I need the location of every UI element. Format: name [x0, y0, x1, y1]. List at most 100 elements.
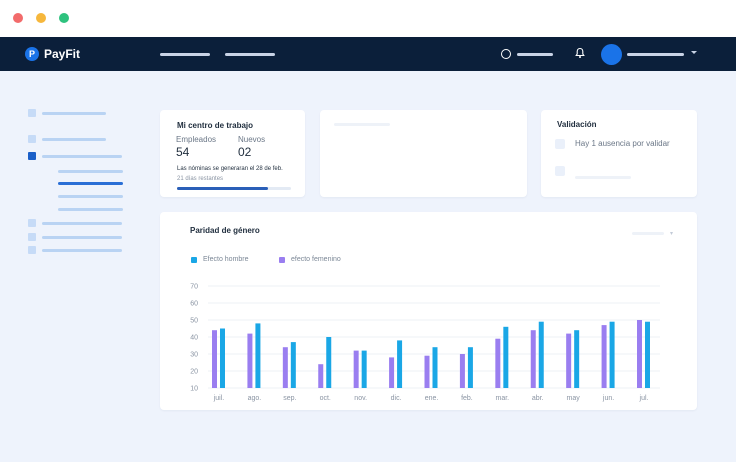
- bar-women[interactable]: [495, 338, 501, 388]
- status-text-placeholder: [517, 53, 553, 56]
- period-select-placeholder[interactable]: [632, 232, 664, 235]
- sidebar-item-2[interactable]: [42, 138, 106, 141]
- x-tick-label: sep.: [283, 395, 296, 402]
- x-tick-label: jun.: [602, 395, 614, 402]
- bar-men[interactable]: [645, 321, 650, 388]
- bar-women[interactable]: [247, 333, 253, 388]
- bar-men[interactable]: [255, 323, 261, 388]
- workplace-card: Mi centro de trabajo Empleados 54 Nuevos…: [160, 110, 305, 197]
- sidebar-item-icon: [28, 246, 36, 254]
- legend-men-swatch: [191, 257, 197, 263]
- bar-men[interactable]: [361, 350, 367, 388]
- bar-men[interactable]: [397, 340, 403, 388]
- bar-men[interactable]: [220, 328, 225, 389]
- bar-men[interactable]: [574, 330, 580, 388]
- bar-women[interactable]: [601, 325, 607, 388]
- sidebar-subitem-3[interactable]: [58, 195, 123, 198]
- x-tick-label: dic.: [391, 395, 402, 402]
- sidebar-item-icon: [28, 219, 36, 227]
- payroll-note: Las nóminas se generaran el 28 de feb.: [177, 166, 283, 172]
- x-tick-label: nov.: [354, 395, 367, 402]
- y-tick-label: 60: [190, 301, 198, 308]
- legend-women-swatch: [279, 257, 285, 263]
- placeholder-card: [320, 110, 527, 197]
- bar-men[interactable]: [326, 337, 332, 388]
- bar-men[interactable]: [609, 321, 615, 388]
- sidebar-item-1[interactable]: [42, 112, 106, 115]
- bar-women[interactable]: [459, 354, 465, 388]
- bar-women[interactable]: [530, 330, 536, 388]
- sidebar-subitem-1[interactable]: [58, 170, 123, 173]
- payroll-progress-bar: [177, 187, 291, 190]
- nav-link-1[interactable]: [160, 53, 210, 56]
- y-tick-label: 70: [190, 284, 198, 291]
- sidebar-item-icon: [28, 152, 36, 160]
- new-value: 02: [238, 145, 252, 159]
- x-tick-label: jul.: [639, 395, 649, 402]
- user-name-placeholder[interactable]: [627, 53, 684, 56]
- days-left: 21 días restantes: [177, 176, 224, 182]
- sidebar-subitem-4[interactable]: [58, 208, 123, 211]
- bar-women[interactable]: [424, 355, 430, 388]
- x-tick-label: may: [567, 395, 581, 402]
- x-tick-label: ago.: [248, 395, 262, 402]
- sidebar-item-icon: [28, 233, 36, 241]
- y-tick-label: 40: [190, 335, 198, 342]
- avatar[interactable]: [601, 44, 622, 65]
- gender-parity-chart: 10 20 30 40 50 60 70 juil. ago. sep. oct. nov. dic. e…: [190, 284, 660, 402]
- sidebar-item-6[interactable]: [42, 249, 122, 252]
- employees-label: Empleados: [176, 135, 217, 144]
- sidebar-item-3[interactable]: [42, 155, 122, 158]
- y-tick-label: 20: [190, 369, 198, 376]
- sidebar-item-icon: [28, 135, 36, 143]
- x-tick-label: mar.: [496, 395, 510, 402]
- chevron-down-icon[interactable]: [691, 51, 697, 54]
- bar-men[interactable]: [432, 347, 438, 388]
- minimize-window-button[interactable]: [36, 13, 46, 23]
- legend-women-label: efecto femenino: [291, 256, 341, 263]
- x-tick-label: ene.: [425, 395, 439, 402]
- placeholder-item: [575, 176, 631, 179]
- payroll-progress-fill: [177, 187, 269, 190]
- employees-value: 54: [176, 145, 190, 159]
- sidebar-item-5[interactable]: [42, 236, 122, 239]
- sidebar-subitem-active[interactable]: [58, 182, 123, 185]
- y-tick-label: 10: [190, 386, 198, 393]
- nav-link-2[interactable]: [225, 53, 275, 56]
- top-navigation: P PayFit: [0, 37, 736, 71]
- bar-women[interactable]: [212, 330, 217, 388]
- sidebar-item-4[interactable]: [42, 222, 122, 225]
- validation-title: Validación: [557, 120, 597, 129]
- x-tick-label: feb.: [461, 395, 473, 402]
- gender-parity-title: Paridad de género: [190, 226, 260, 235]
- bar-men[interactable]: [290, 342, 296, 388]
- checkbox-icon[interactable]: [555, 139, 565, 149]
- bar-women[interactable]: [389, 357, 395, 388]
- validation-card: Validación Hay 1 ausencia por validar: [541, 110, 697, 197]
- bell-icon[interactable]: [574, 47, 586, 59]
- bar-women[interactable]: [566, 333, 572, 388]
- bar-women[interactable]: [353, 350, 359, 388]
- x-tick-label: oct.: [320, 395, 331, 402]
- brand-name[interactable]: PayFit: [44, 47, 81, 61]
- bar-men[interactable]: [538, 321, 544, 388]
- bar-men[interactable]: [503, 326, 509, 388]
- bar-women[interactable]: [318, 364, 324, 388]
- chevron-down-icon[interactable]: ▾: [670, 231, 674, 237]
- status-circle-icon[interactable]: [501, 49, 511, 59]
- payfit-logo-icon[interactable]: P: [25, 47, 39, 61]
- bar-women[interactable]: [282, 347, 288, 388]
- y-tick-label: 30: [190, 352, 198, 359]
- y-tick-label: 50: [190, 318, 198, 325]
- close-window-button[interactable]: [13, 13, 23, 23]
- bar-women[interactable]: [637, 320, 642, 388]
- x-tick-label: abr.: [532, 395, 544, 402]
- new-label: Nuevos: [238, 135, 266, 144]
- bar-men[interactable]: [467, 347, 473, 388]
- pending-absence-item[interactable]: Hay 1 ausencia por validar: [575, 139, 670, 148]
- checkbox-icon[interactable]: [555, 166, 565, 176]
- legend-men-label: Efecto hombre: [203, 256, 249, 263]
- window-titlebar: [0, 0, 736, 37]
- maximize-window-button[interactable]: [59, 13, 69, 23]
- sidebar-item-icon: [28, 109, 36, 117]
